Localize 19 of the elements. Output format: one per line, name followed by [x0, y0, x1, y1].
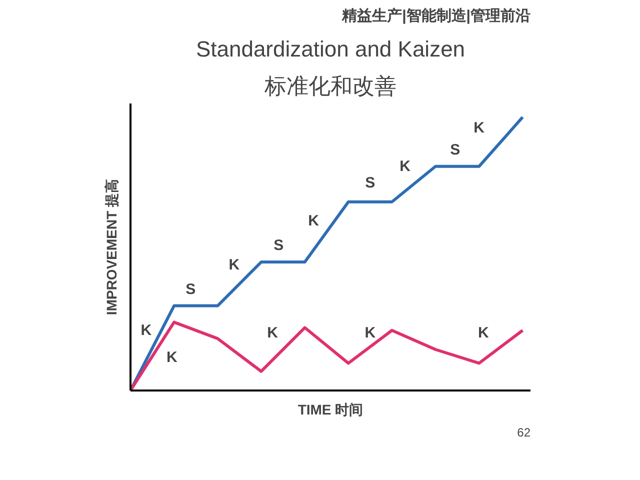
annotation: K [478, 324, 490, 342]
annotation: K [474, 120, 485, 137]
annotation: K [267, 324, 278, 342]
annotation: K [400, 158, 411, 175]
annotation: K [364, 324, 376, 342]
annotation: S [365, 174, 376, 192]
annotation: K [166, 349, 178, 366]
annotation: S [450, 141, 460, 158]
chart-title: Standardization and Kaizen [196, 36, 466, 62]
annotation: S [186, 280, 196, 298]
text: 精益生产|智能制造|管理前沿 [341, 8, 531, 24]
x-axis-title: TIME 时间 [298, 402, 364, 418]
annotation: K [140, 322, 152, 339]
annotation: S [274, 237, 284, 254]
text: 62 [517, 426, 531, 440]
chart-subtitle: 标准化和改善 [264, 74, 396, 98]
annotation: K [308, 212, 320, 230]
y-axis-title: IMPROVEMENT 提高 [104, 178, 120, 316]
annotation: K [228, 256, 240, 274]
